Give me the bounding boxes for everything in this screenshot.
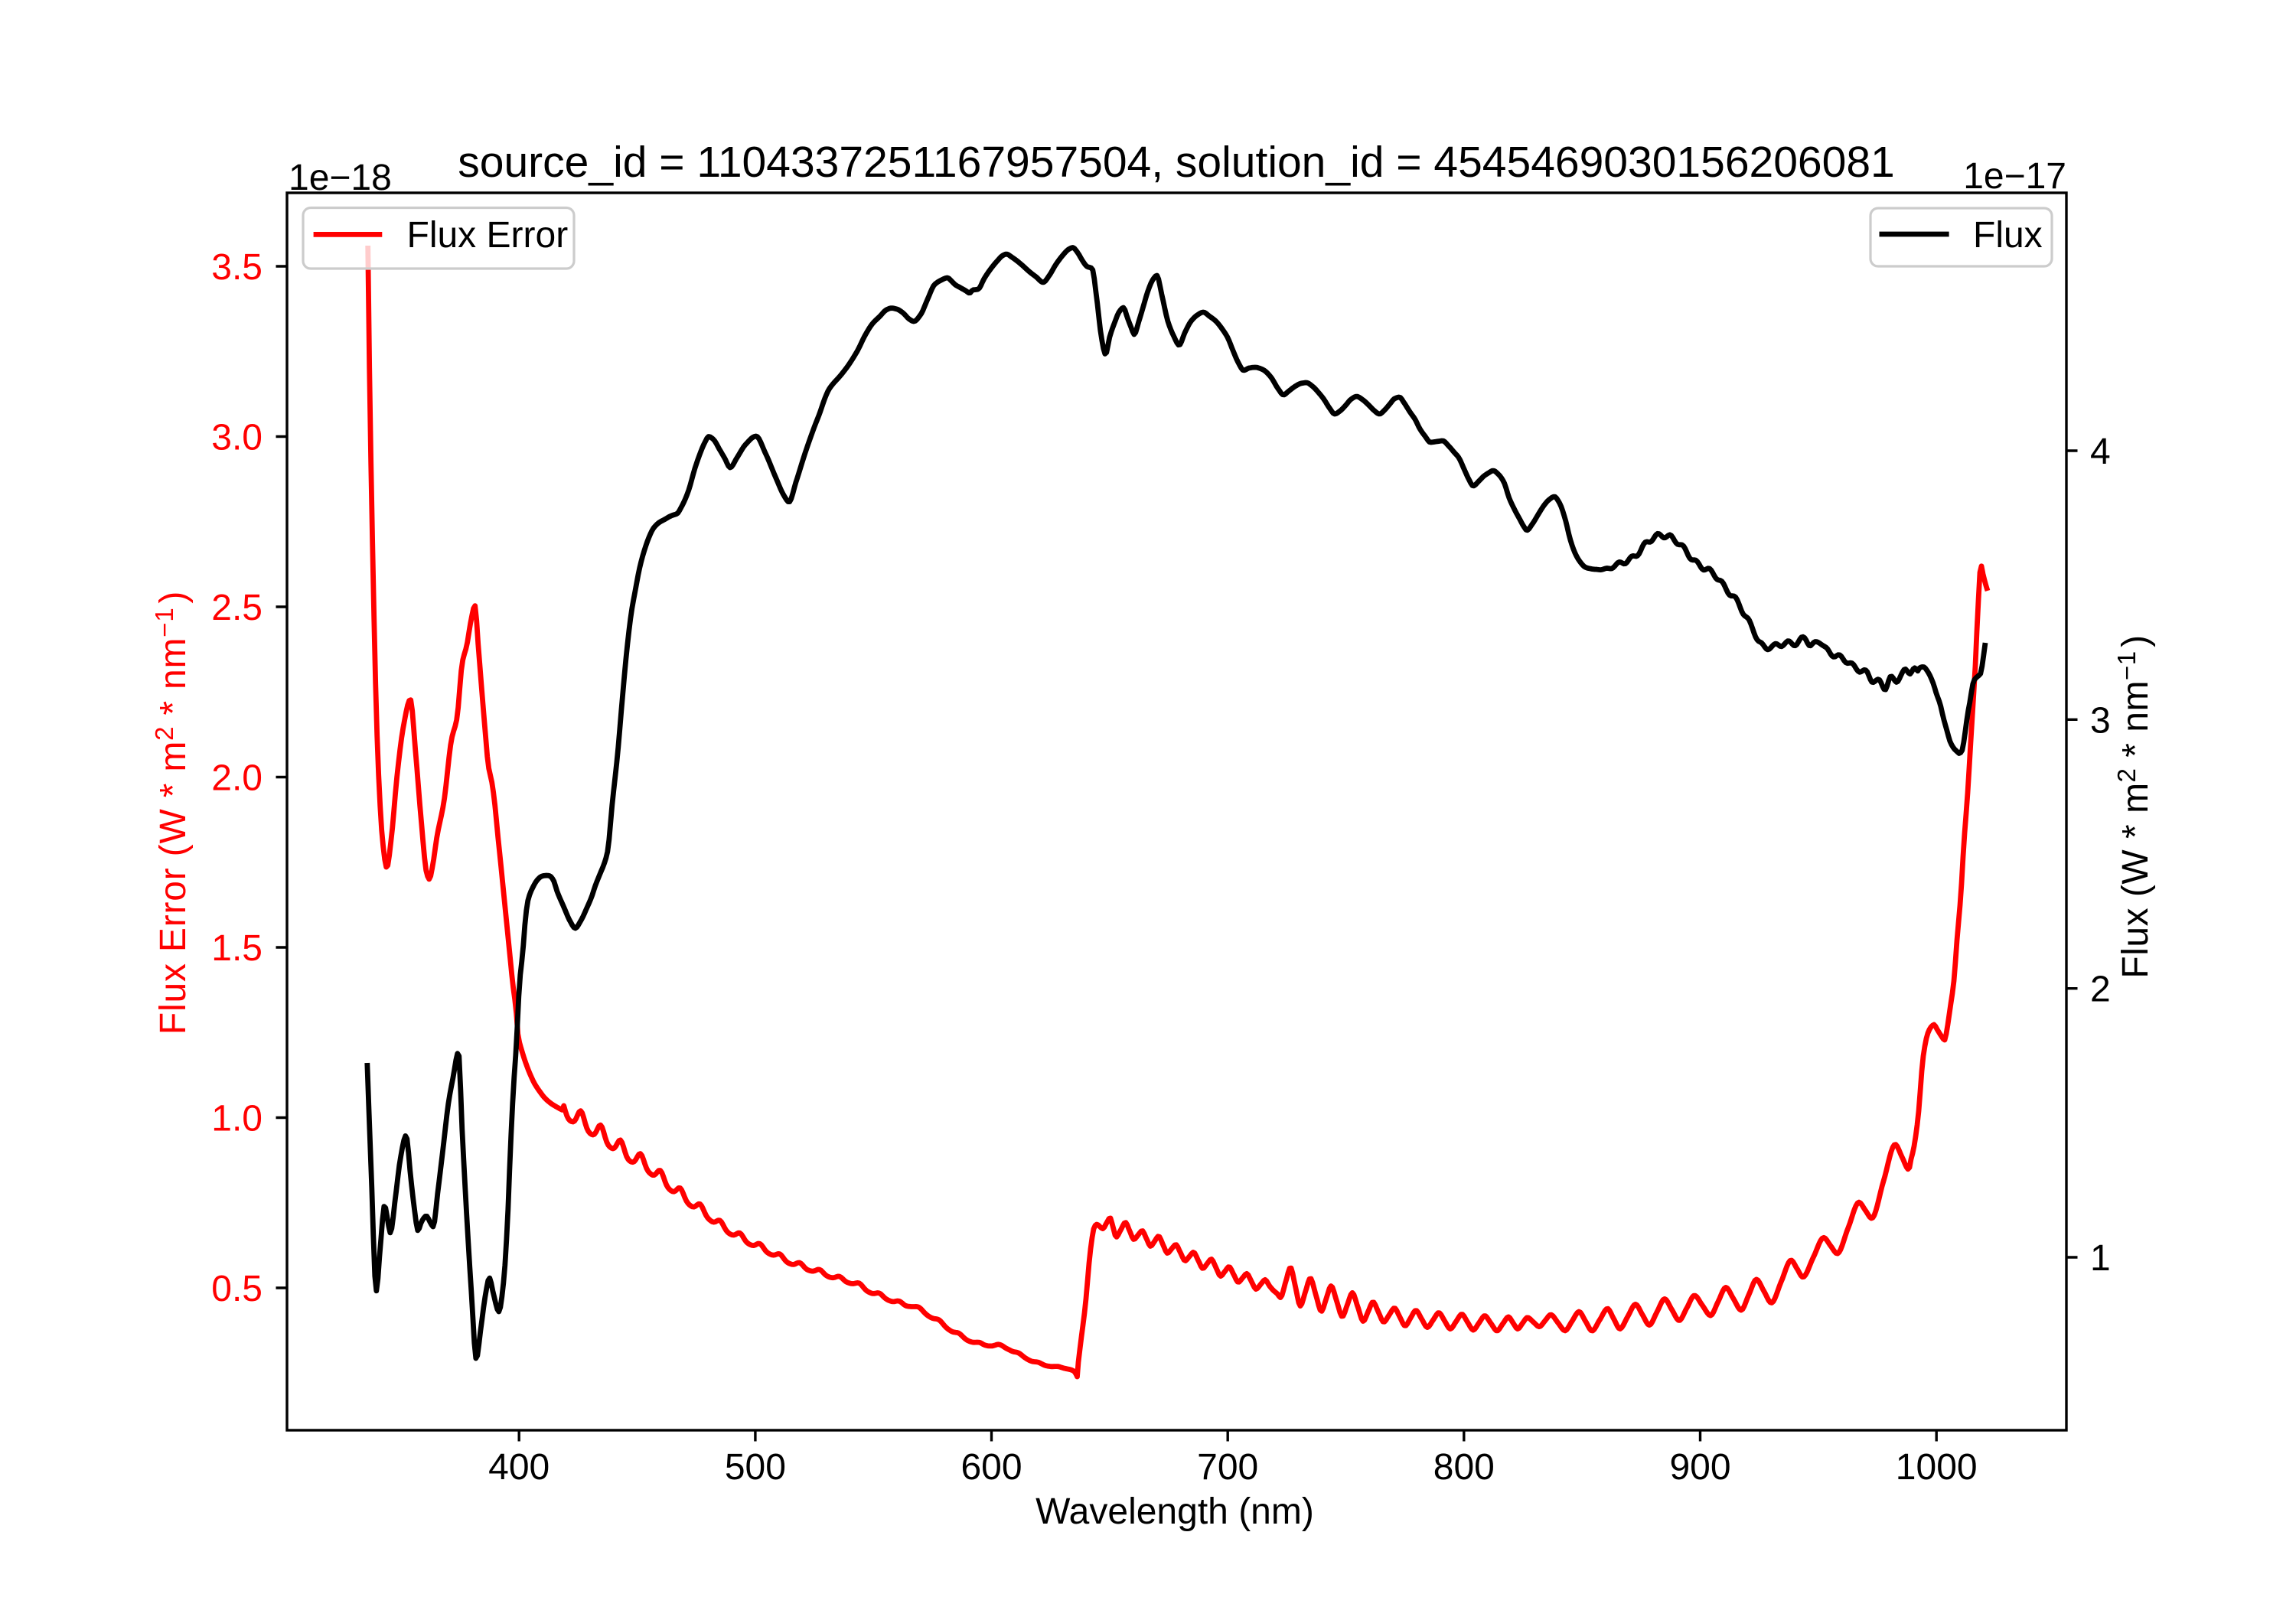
- svg-text:1.5: 1.5: [211, 928, 263, 969]
- svg-text:1e−17: 1e−17: [1963, 156, 2066, 197]
- svg-text:1e−18: 1e−18: [289, 158, 392, 198]
- svg-text:600: 600: [960, 1447, 1022, 1488]
- svg-text:Flux: Flux: [1973, 215, 2043, 256]
- svg-text:1.0: 1.0: [211, 1099, 263, 1139]
- svg-text:1: 1: [2090, 1238, 2111, 1279]
- svg-text:500: 500: [725, 1447, 786, 1488]
- svg-text:2.0: 2.0: [211, 758, 263, 799]
- svg-text:700: 700: [1197, 1447, 1258, 1488]
- svg-text:900: 900: [1669, 1447, 1730, 1488]
- svg-text:4: 4: [2090, 432, 2111, 472]
- svg-text:Flux (W * m2 * nm−1 ): Flux (W * m2 * nm−1 ): [2112, 634, 2156, 978]
- svg-text:3: 3: [2090, 700, 2111, 741]
- svg-text:800: 800: [1433, 1447, 1495, 1488]
- svg-text:3.5: 3.5: [211, 247, 263, 288]
- svg-text:Flux Error: Flux Error: [407, 215, 569, 256]
- svg-text:source_id = 110433725116795750: source_id = 1104337251167957504, solutio…: [458, 138, 1894, 187]
- svg-text:1000: 1000: [1896, 1447, 1978, 1488]
- svg-text:0.5: 0.5: [211, 1269, 263, 1309]
- svg-text:Wavelength (nm): Wavelength (nm): [1035, 1491, 1314, 1532]
- svg-text:2: 2: [2090, 970, 2111, 1010]
- svg-text:3.0: 3.0: [211, 418, 263, 458]
- svg-text:400: 400: [488, 1447, 550, 1488]
- svg-text:2.5: 2.5: [211, 588, 263, 628]
- svg-text:Flux Error (W * m2 * nm−1 ): Flux Error (W * m2 * nm−1 ): [150, 591, 194, 1035]
